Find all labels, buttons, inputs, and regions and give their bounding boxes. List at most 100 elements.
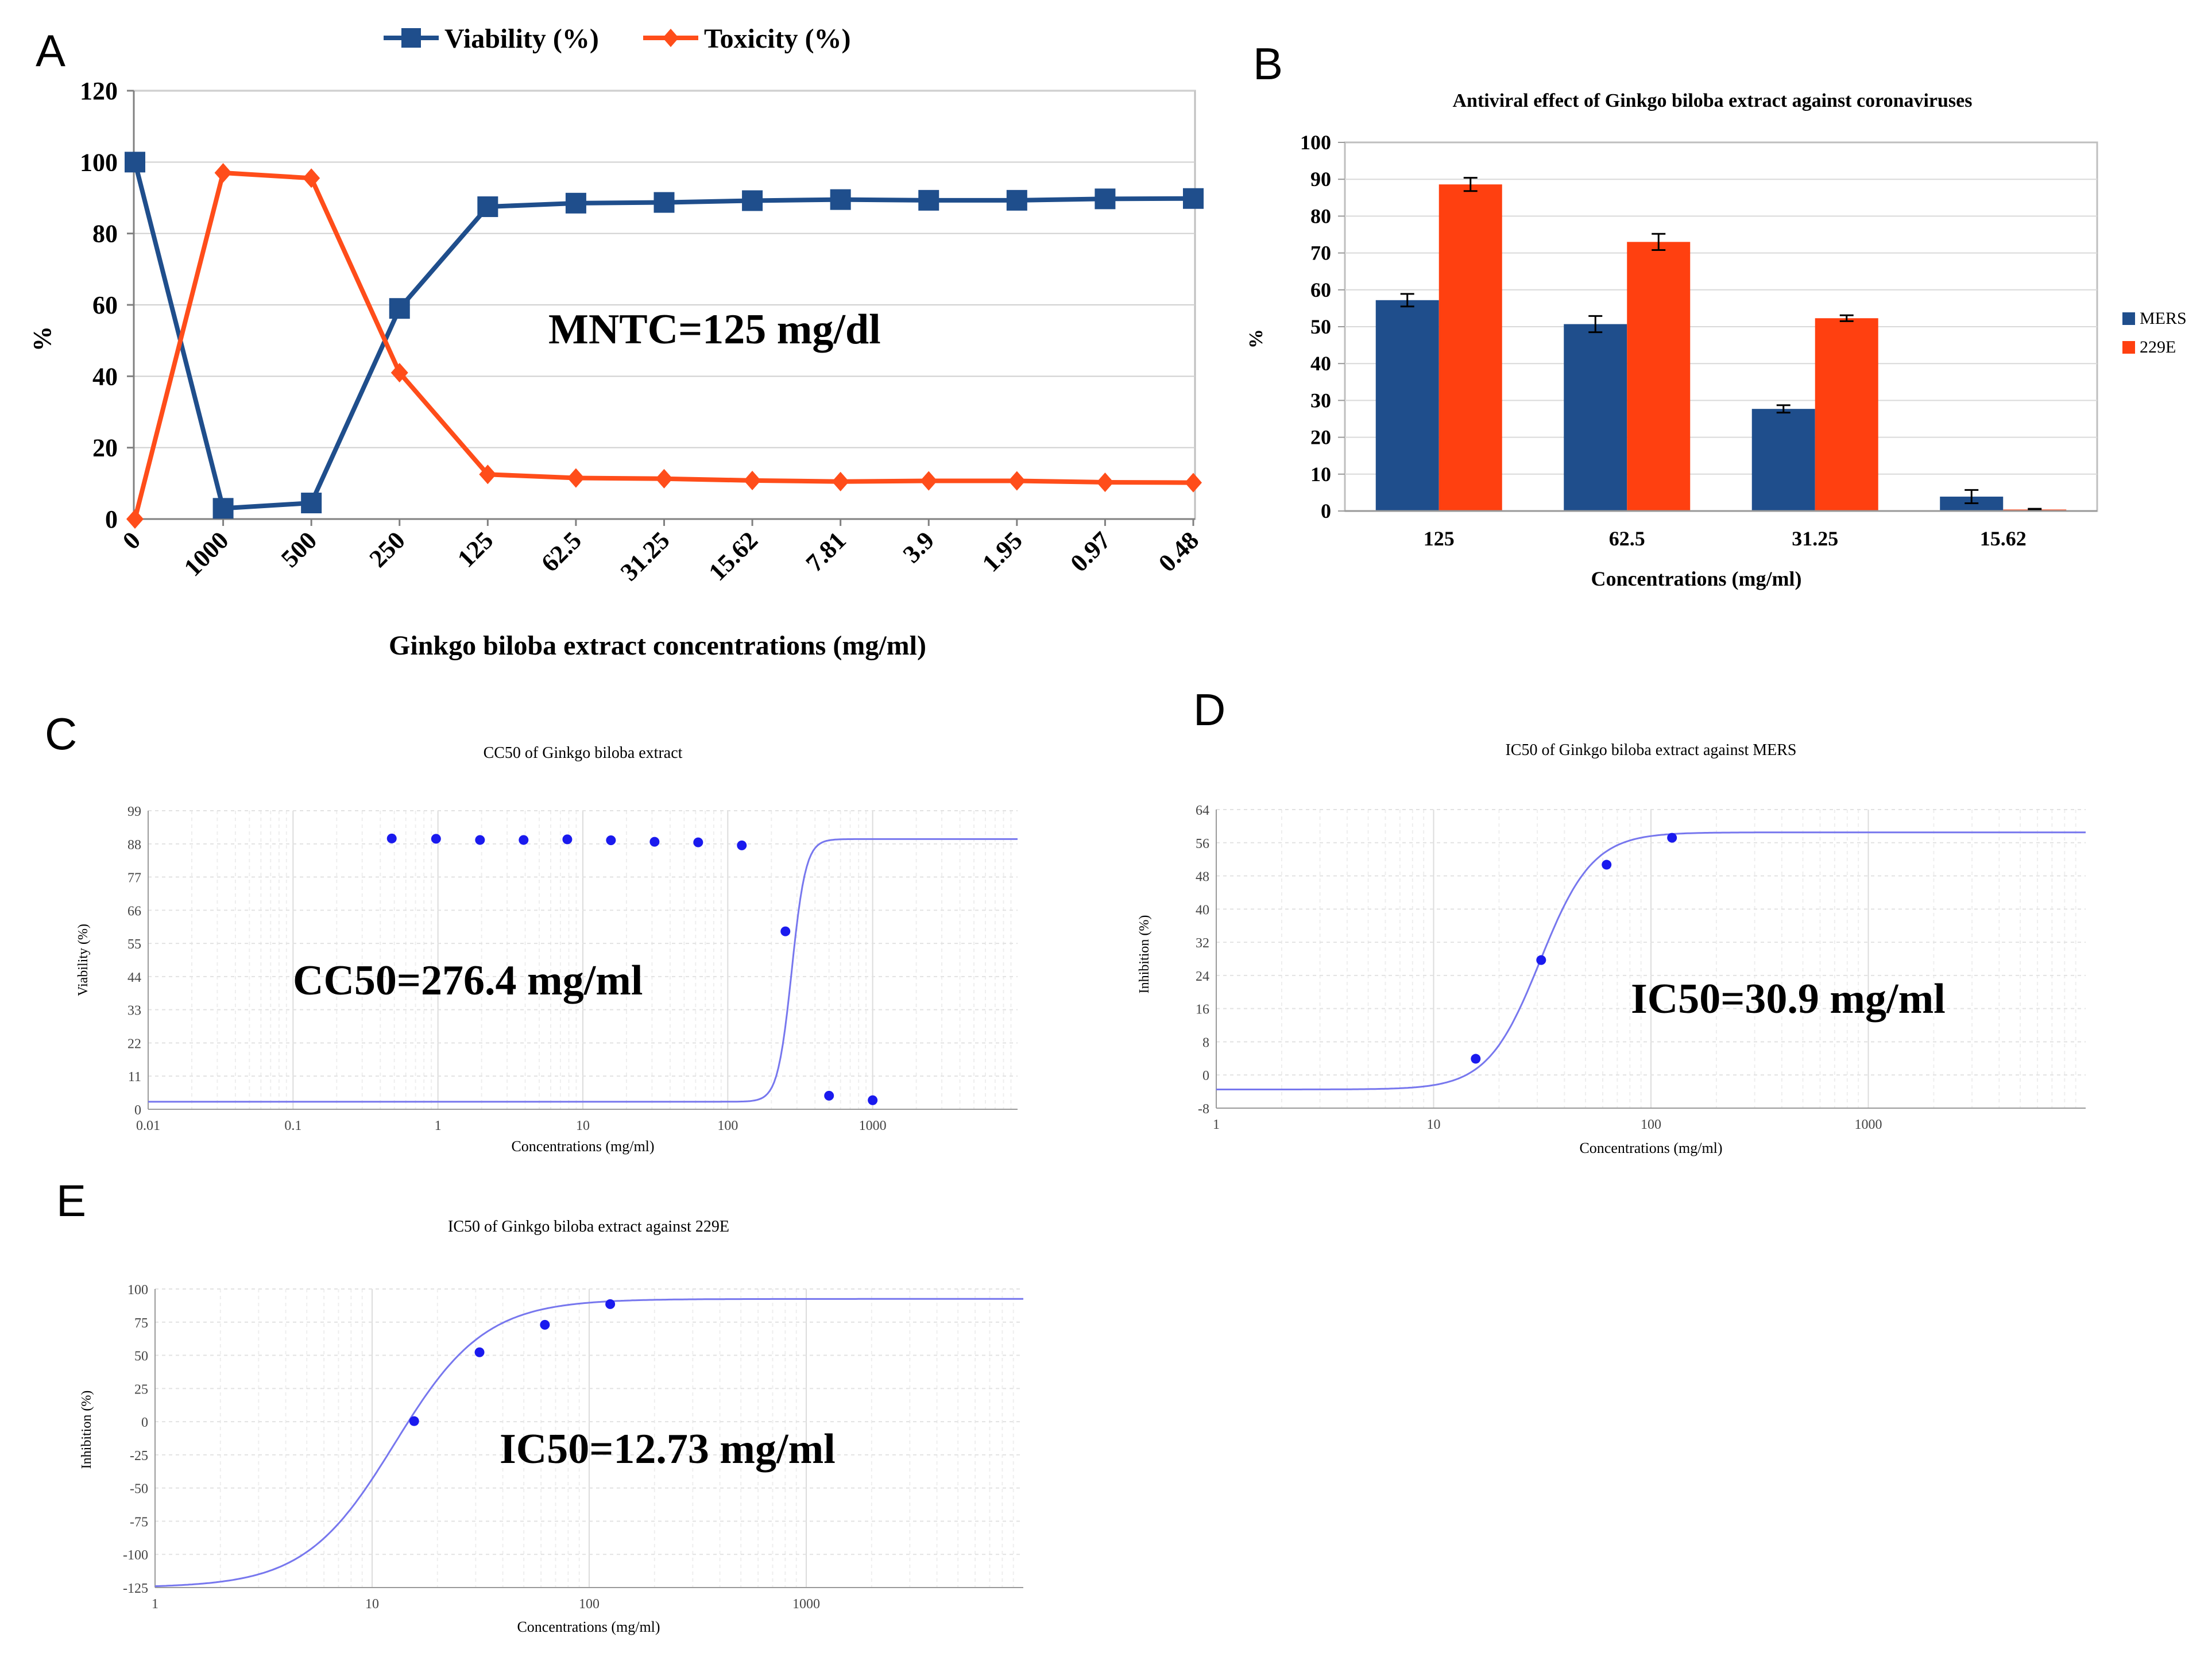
panel-a-viability-point — [918, 189, 939, 211]
panel-d-fitted-curve — [1216, 831, 2086, 1090]
panel-b-y-tick-label: 40 — [1310, 352, 1331, 375]
panel-b-y-tick-label: 10 — [1310, 463, 1331, 486]
panel-b-x-tick-label: 15.62 — [1980, 527, 2027, 550]
panel-b-bar-229e — [1627, 242, 1691, 511]
panel-e-y-tick-label: 0 — [141, 1415, 148, 1430]
panel-c-y-axis-label: Viability (%) — [76, 924, 91, 996]
panel-d-ic50-mers-curve: D IC50 of Ginkgo biloba extract against … — [1137, 684, 2086, 1156]
panel-c-x-tick-label: 0.1 — [284, 1118, 301, 1133]
panel-d-y-tick-label: 64 — [1196, 803, 1209, 818]
panel-c-letter: C — [45, 709, 77, 759]
panel-c-x-tick-label: 100 — [717, 1118, 738, 1133]
panel-b-title: Antiviral effect of Ginkgo biloba extrac… — [1452, 90, 1972, 111]
panel-e-x-tick-label: 1 — [152, 1597, 158, 1612]
panel-a-toxicity-point — [832, 471, 849, 491]
panel-b-bar-mers — [1375, 300, 1439, 511]
panel-c-title: CC50 of Ginkgo biloba extract — [484, 744, 683, 762]
panel-a-letter: A — [36, 25, 65, 76]
panel-a-toxicity-point — [390, 363, 408, 383]
panel-a-toxicity-point — [479, 464, 497, 485]
panel-c-y-tick-label: 44 — [127, 970, 141, 985]
panel-a-x-tick-label: 0 — [117, 526, 146, 555]
panel-e-data-point — [605, 1299, 616, 1309]
panel-b-bar-mers — [1564, 324, 1627, 511]
panel-a-toxicity-point — [744, 470, 761, 490]
panel-b-y-tick-label: 60 — [1310, 278, 1331, 301]
panel-b-x-tick-label: 125 — [1424, 527, 1455, 550]
panel-a-viability-point — [1006, 189, 1027, 211]
panel-d-x-tick-label: 1000 — [1855, 1117, 1882, 1132]
panel-e-x-tick-label: 1000 — [792, 1597, 820, 1612]
panel-e-fitted-curve — [154, 1298, 1023, 1588]
panel-c-data-point — [737, 840, 747, 850]
panel-a-x-tick-label: 31.25 — [615, 526, 675, 586]
panel-e-y-tick-label: -25 — [130, 1449, 148, 1464]
panel-e-ic50-229e-curve: E IC50 of Ginkgo biloba extract against … — [56, 1175, 1023, 1635]
panel-c-data-point — [606, 835, 616, 845]
panel-c-y-tick-label: 99 — [127, 804, 141, 819]
panel-c-data-point — [431, 834, 441, 844]
panel-d-data-point — [1536, 955, 1546, 965]
panel-e-y-axis-label: Inhibition (%) — [79, 1391, 94, 1469]
panel-a-viability-point — [389, 298, 410, 319]
panel-a-viability-point — [1095, 188, 1116, 210]
panel-c-y-tick-label: 11 — [128, 1070, 141, 1085]
panel-b-y-tick-label: 20 — [1310, 426, 1331, 449]
panel-e-y-tick-label: -100 — [123, 1548, 148, 1563]
panel-a-viability-point — [125, 152, 145, 173]
panel-a-toxicity-point — [1096, 472, 1114, 492]
panel-b-legend-swatch — [2122, 312, 2135, 325]
panel-a-viability-point — [477, 196, 498, 218]
panel-e-y-tick-label: 25 — [134, 1382, 148, 1397]
panel-c-cc50-curve: C CC50 of Ginkgo biloba extract 0 11 22 33 4… — [45, 709, 1018, 1155]
panel-a-toxicity-point — [303, 168, 320, 188]
panel-d-data-point — [1471, 1054, 1481, 1064]
panel-e-y-tick-label: 75 — [134, 1316, 148, 1331]
panel-b-y-tick-label: 30 — [1310, 389, 1331, 412]
panel-b-y-tick-label: 80 — [1310, 204, 1331, 227]
panel-c-x-tick-label: 0.01 — [136, 1118, 160, 1133]
panel-a-x-tick-label: 1.95 — [977, 526, 1028, 577]
panel-b-y-axis-label: % — [1246, 329, 1267, 349]
panel-c-data-point — [693, 837, 703, 847]
panel-a-y-tick-label: 60 — [92, 291, 118, 319]
panel-c-y-tick-label: 88 — [127, 838, 141, 853]
panel-a-x-axis-label: Ginkgo biloba extract concentrations (mg… — [389, 630, 926, 661]
panel-d-title: IC50 of Ginkgo biloba extract against ME… — [1505, 741, 1796, 759]
panel-c-fitted-curve — [148, 838, 1018, 1103]
panel-b-y-tick-label: 100 — [1300, 131, 1331, 154]
panel-b-legend-swatch — [2122, 341, 2135, 354]
panel-c-data-point — [868, 1095, 878, 1105]
panel-d-ic50-annotation: IC50=30.9 mg/ml — [1631, 975, 1946, 1023]
panel-b-bar-chart: B Antiviral effect of Ginkgo biloba extr… — [1246, 38, 2187, 590]
panel-d-y-tick-label: -8 — [1198, 1102, 1209, 1117]
panel-c-x-tick-label: 1 — [435, 1118, 442, 1133]
panel-e-data-point — [409, 1416, 419, 1426]
panel-e-data-point — [540, 1319, 550, 1330]
panel-a-viability-point — [742, 190, 763, 211]
panel-a-toxicity-point — [126, 509, 144, 529]
panel-c-data-point — [386, 833, 397, 843]
panel-a-x-tick-label: 1000 — [179, 526, 234, 582]
panel-a-legend-label-0: Viability (%) — [444, 24, 599, 54]
panel-c-data-point — [519, 835, 529, 845]
panel-a-y-axis-label: % — [28, 326, 56, 351]
panel-e-y-tick-label: -125 — [123, 1581, 148, 1596]
panel-d-data-point — [1602, 860, 1612, 870]
panel-d-y-tick-label: 0 — [1202, 1069, 1209, 1083]
panel-b-bar-mers — [1751, 409, 1815, 511]
panel-a-x-tick-label: 3.9 — [898, 526, 940, 568]
panel-d-y-tick-label: 32 — [1196, 936, 1209, 951]
panel-a-x-tick-label: 250 — [364, 526, 411, 572]
panel-e-y-tick-label: -50 — [130, 1482, 148, 1497]
panel-e-ic50-annotation: IC50=12.73 mg/ml — [500, 1426, 836, 1473]
panel-a-toxicity-point — [1008, 471, 1026, 491]
panel-a-x-tick-label: 125 — [452, 526, 498, 572]
panel-a-x-tick-label: 500 — [276, 526, 322, 572]
panel-b-x-axis-label: Concentrations (mg/ml) — [1591, 567, 1802, 590]
panel-a-toxicity-point — [1185, 473, 1202, 493]
panel-c-data-point — [649, 837, 660, 847]
panel-e-x-axis-label: Concentrations (mg/ml) — [517, 1619, 660, 1635]
panel-a-toxicity-point — [214, 162, 232, 183]
panel-a-y-tick-label: 100 — [80, 148, 118, 176]
